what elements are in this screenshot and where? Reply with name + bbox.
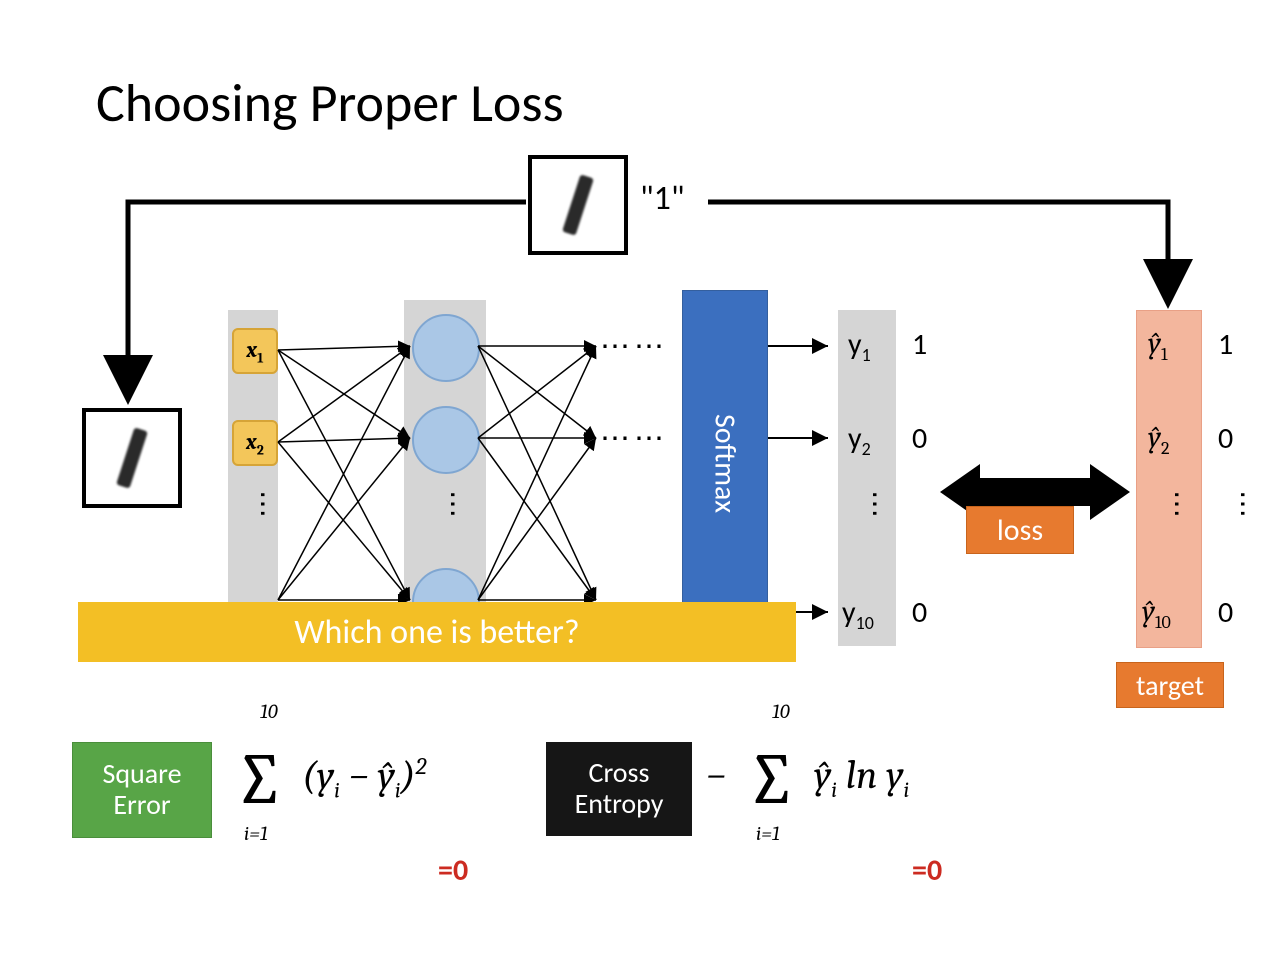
cross-entropy-formula: − 10 ∑ i=1 ŷi ln yi [706, 700, 1026, 870]
loss-label-box: loss [966, 506, 1074, 554]
target-y1: ŷ1 [1148, 326, 1167, 365]
target-val-10: 0 [1218, 594, 1233, 631]
cross-entropy-result: =0 [912, 852, 942, 889]
question-banner: Which one is better? [78, 602, 796, 662]
target-vdots1: ⋯ [1160, 490, 1195, 518]
target-y10: ŷ10 [1142, 594, 1171, 633]
square-error-formula: 10 ∑ i=1 (yi − ŷi)2 [232, 700, 532, 870]
target-val-2: 0 [1218, 420, 1233, 457]
target-caption: target [1116, 662, 1224, 708]
square-error-result: =0 [438, 852, 468, 889]
target-val-vdots: ⋯ [1226, 490, 1261, 518]
target-y2: ŷ2 [1148, 420, 1169, 459]
square-error-box: Square Error [72, 742, 212, 838]
cross-entropy-box: Cross Entropy [546, 742, 692, 836]
target-val-1: 1 [1218, 326, 1233, 363]
